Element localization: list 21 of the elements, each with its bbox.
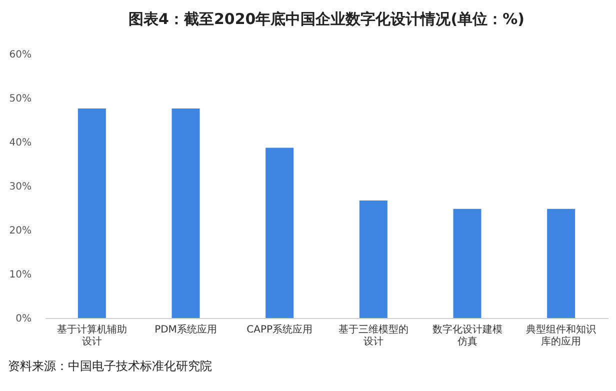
x-tick-label: 基于三维模型的设计 [338,324,408,348]
bar [359,200,388,318]
x-tick-label: 基于计算机辅助设计 [56,324,127,348]
text: 资料来源：中国电子技术标准化研究院 [8,358,212,375]
y-tick-label: 0% [16,314,32,324]
bar [453,208,482,318]
bar [172,108,200,318]
bar [266,148,294,318]
x-tick-label: CAPP系统应用 [246,324,313,336]
bar [547,208,576,318]
y-tick-label: 60% [9,50,32,60]
bar [78,108,106,318]
x-tick-label: PDM系统应用 [154,324,217,336]
y-tick-label: 20% [9,226,32,236]
y-tick-label: 30% [9,182,32,192]
y-tick-label: 40% [9,138,32,148]
x-tick-label: 典型组件和知识库的应用 [526,324,596,348]
x-tick-label: 数字化设计建模仿真 [432,324,502,348]
chart-title: 图表4：截至2020年底中国企业数字化设计情况(单位：%) [128,10,524,28]
y-tick-label: 50% [9,94,32,104]
y-tick-label: 10% [9,270,32,280]
